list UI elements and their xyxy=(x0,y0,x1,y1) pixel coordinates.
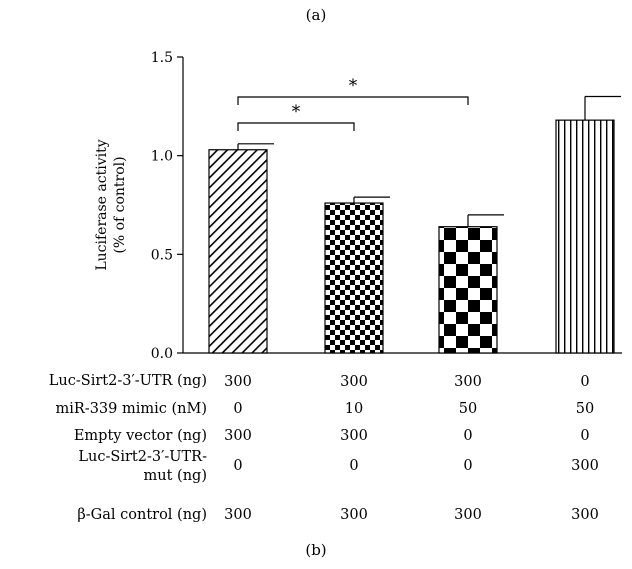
y-tick-label: 0.0 xyxy=(151,346,173,362)
panel-label-top: (a) xyxy=(306,6,327,24)
significance-bracket xyxy=(237,122,355,131)
condition-label: Luc-Sirt2-3′-UTR- xyxy=(78,449,207,465)
condition-label: Empty vector (ng) xyxy=(74,428,207,444)
condition-label: miR-339 mimic (nM) xyxy=(56,401,208,417)
significance-star: * xyxy=(292,102,301,122)
condition-value: 50 xyxy=(576,401,594,417)
condition-value: 300 xyxy=(224,374,252,390)
condition-value: 10 xyxy=(345,401,363,417)
condition-label: mut (ng) xyxy=(144,468,207,484)
condition-label: Luc-Sirt2-3′-UTR (ng) xyxy=(49,373,207,389)
condition-value: 300 xyxy=(454,374,482,390)
condition-value: 300 xyxy=(571,458,599,474)
condition-value: 0 xyxy=(349,458,358,474)
plot-area: 0.0 0.5 1.0 1.5 * * xyxy=(151,50,622,362)
y-tick-label: 1.5 xyxy=(151,50,173,66)
condition-value: 0 xyxy=(463,458,472,474)
bar-4 xyxy=(555,119,615,354)
bar-2 xyxy=(324,202,384,354)
significance-bracket xyxy=(237,96,469,105)
condition-value: 0 xyxy=(233,401,242,417)
y-tick-label: 1.0 xyxy=(151,149,173,165)
y-tick-label: 0.5 xyxy=(151,247,173,263)
condition-value: 0 xyxy=(580,428,589,444)
condition-value: 50 xyxy=(459,401,477,417)
bar-1 xyxy=(208,149,268,354)
y-axis-label-line-1: Luciferase activity xyxy=(94,139,110,270)
condition-value: 300 xyxy=(224,507,252,523)
bar-3 xyxy=(438,226,498,354)
condition-value: 300 xyxy=(454,507,482,523)
conditions-table: Luc-Sirt2-3′-UTR (ng) 300 300 300 0 miR-339 m… xyxy=(49,373,599,523)
condition-value: 0 xyxy=(580,374,589,390)
condition-value: 300 xyxy=(340,374,368,390)
condition-value: 300 xyxy=(340,507,368,523)
y-axis-label-line-2: (% of control) xyxy=(112,156,128,253)
condition-value: 300 xyxy=(571,507,599,523)
condition-value: 0 xyxy=(233,458,242,474)
condition-value: 300 xyxy=(340,428,368,444)
condition-label: β-Gal control (ng) xyxy=(77,507,207,523)
condition-value: 0 xyxy=(463,428,472,444)
significance-star: * xyxy=(349,76,358,96)
condition-value: 300 xyxy=(224,428,252,444)
panel-label-bottom: (b) xyxy=(305,541,326,559)
